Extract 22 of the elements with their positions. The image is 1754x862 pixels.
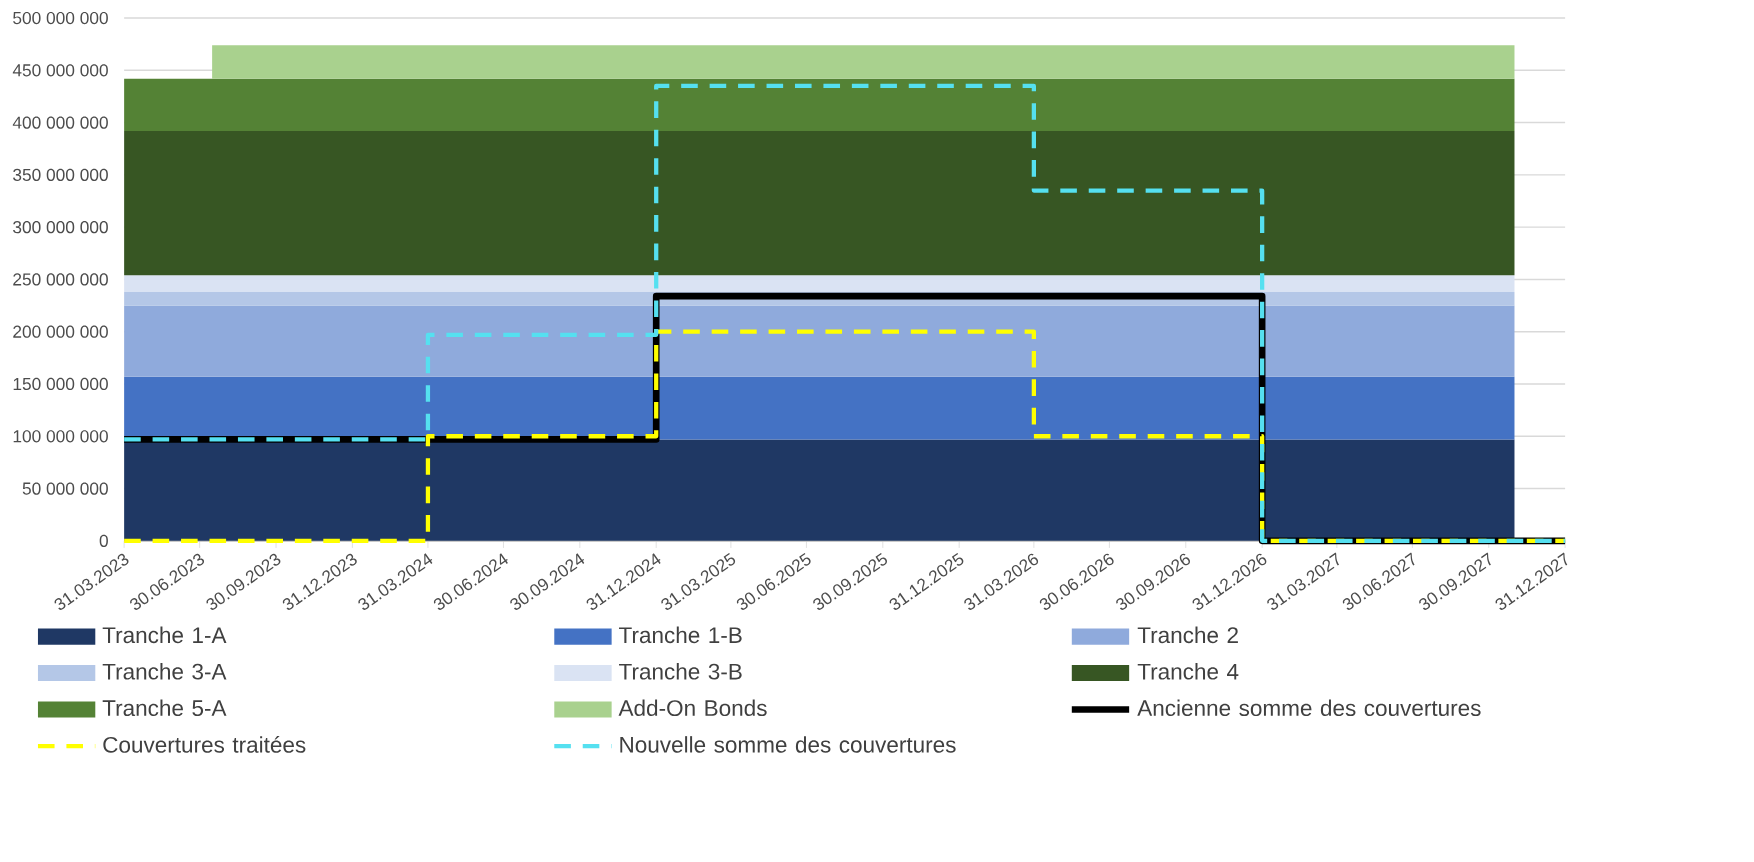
legend-label: Nouvelle somme des couvertures	[620, 736, 956, 753]
y-tick-label: 0	[99, 534, 108, 547]
legend-label: Couvertures traitées	[103, 736, 306, 753]
legend-label: Ancienne somme des couvertures	[1137, 699, 1481, 717]
y-tick-label: 450 000 000	[12, 64, 108, 77]
legend-label: Tranche 5-A	[102, 699, 227, 717]
y-tick-label: 150 000 000	[13, 377, 108, 391]
y-tick-label: 400 000 000	[12, 116, 108, 129]
legend-label: Tranche 4	[1137, 663, 1239, 680]
legend-label: Tranche 1-B	[619, 626, 742, 644]
y-tick-label: 200 000 000	[13, 325, 108, 338]
y-tick-label: 100 000 000	[13, 430, 108, 443]
y-tick-label: 350 000 000	[13, 168, 108, 182]
y-tick-label: 250 000 000	[13, 273, 108, 286]
y-tick-label: 50 000 000	[22, 482, 108, 495]
legend-label: Tranche 1-A	[102, 626, 227, 644]
legend-label: Tranche 3-A	[102, 663, 227, 680]
legend-label: Tranche 3-B	[619, 663, 742, 680]
legend-label: Tranche 2	[1137, 626, 1238, 644]
y-tick-label: 500 000 000	[13, 11, 108, 25]
y-tick-label: 300 000 000	[13, 221, 108, 234]
legend-label: Add-On Bonds	[618, 699, 767, 717]
